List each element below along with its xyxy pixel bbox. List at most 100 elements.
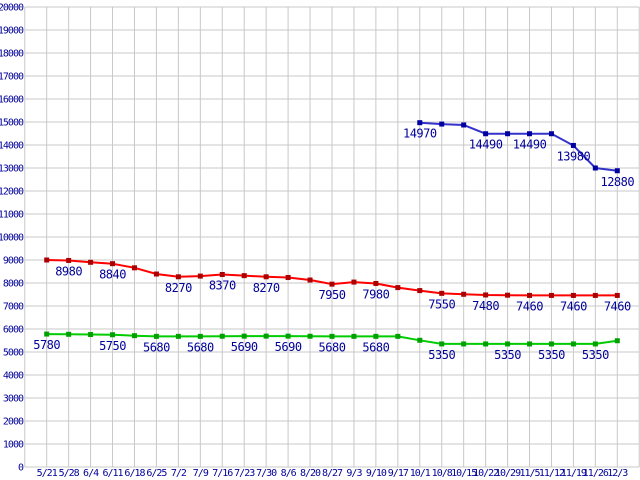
x-tick-label: 10/22: [473, 468, 499, 479]
series-red-point-label: 8270: [165, 281, 192, 295]
y-tick-label: 1000: [3, 440, 24, 451]
series-red-marker: [153, 271, 159, 277]
x-tick-label: 11/5: [519, 468, 540, 479]
x-tick-label: 7/2: [171, 468, 187, 479]
series-blue-marker: [592, 165, 598, 171]
series-red-marker: [373, 280, 379, 286]
series-red-point-label: 8980: [55, 264, 82, 278]
series-red-point-label: 8370: [209, 278, 236, 292]
series-green-point-label: 5350: [494, 348, 521, 362]
series-green-marker: [395, 333, 401, 339]
series-green-marker: [131, 333, 137, 339]
series-red-marker: [570, 292, 576, 298]
y-tick-label: 6000: [3, 325, 24, 336]
series-red-marker: [483, 292, 489, 298]
x-tick-label: 11/12: [539, 468, 565, 479]
series-green-marker: [439, 341, 445, 347]
series-blue-marker: [614, 168, 620, 174]
series-red-marker: [548, 292, 554, 298]
series-green-point-label: 5350: [428, 348, 455, 362]
x-tick-label: 10/15: [451, 468, 477, 479]
y-tick-label: 8000: [3, 279, 24, 290]
series-green-marker: [241, 333, 247, 339]
series-blue-point-label: 12880: [600, 175, 634, 189]
series-red-point-label: 7480: [472, 299, 499, 313]
y-tick-label: 12000: [0, 187, 24, 198]
series-blue-line: [419, 121, 618, 172]
series-green-marker: [461, 341, 467, 347]
y-tick-label: 17000: [0, 72, 24, 83]
series-red-marker: [285, 274, 291, 280]
x-tick-label: 11/26: [583, 468, 609, 479]
x-tick-label: 10/29: [495, 468, 521, 479]
y-tick-label: 13000: [0, 164, 24, 175]
series-red-marker: [461, 291, 467, 297]
series-green-marker: [373, 333, 379, 339]
series-green-marker: [307, 333, 313, 339]
series-red-marker: [263, 274, 269, 280]
x-tick-label: 5/21: [37, 468, 58, 479]
series-green-marker: [263, 333, 269, 339]
series-red-point-label: 7460: [516, 299, 543, 313]
series-blue-marker: [417, 120, 423, 126]
x-tick-label: 6/11: [102, 468, 123, 479]
y-tick-label: 5000: [3, 348, 24, 359]
series-green-point-label: 5750: [99, 339, 126, 353]
x-tick-label: 6/25: [146, 468, 167, 479]
x-tick-label: 5/28: [59, 468, 80, 479]
series-red-marker: [592, 292, 598, 298]
series-green-point-label: 5680: [362, 340, 389, 354]
series-green-marker: [110, 332, 116, 338]
x-tick-label: 10/8: [432, 468, 453, 479]
series-green-marker: [548, 341, 554, 347]
series-red-point-label: 8840: [99, 268, 126, 282]
y-tick-label: 4000: [3, 371, 24, 382]
series-red-marker: [197, 273, 203, 279]
x-tick-label: 12/3: [607, 468, 628, 479]
y-tick-label: 7000: [3, 302, 24, 313]
series-green-marker: [570, 341, 576, 347]
x-tick-label: 6/4: [83, 468, 99, 479]
series-red-point-label: 8270: [253, 281, 280, 295]
series-red-marker: [417, 288, 423, 294]
y-tick-label: 11000: [0, 210, 24, 221]
series-red-marker: [175, 274, 181, 280]
series-red-marker: [329, 281, 335, 287]
series-green-marker: [153, 333, 159, 339]
series-red-marker: [44, 257, 50, 263]
y-tick-label: 10000: [0, 233, 24, 244]
series-blue-point-label: 14970: [403, 127, 437, 141]
series-green-point-label: 5690: [275, 340, 302, 354]
x-tick-label: 10/1: [410, 468, 431, 479]
x-tick-label: 8/20: [300, 468, 321, 479]
x-tick-label: 7/9: [193, 468, 209, 479]
series-green-marker: [351, 333, 357, 339]
series-green-marker: [592, 341, 598, 347]
series-red-point-label: 7550: [428, 297, 455, 311]
series-red-point-label: 7460: [604, 299, 631, 313]
x-tick-label: 8/27: [322, 468, 343, 479]
series-red-marker: [307, 277, 313, 283]
series-green-marker: [175, 333, 181, 339]
series-blue-marker: [527, 131, 533, 137]
y-tick-label: 3000: [3, 394, 24, 405]
series-red-marker: [351, 279, 357, 285]
x-tick-label: 7/30: [256, 468, 277, 479]
series-green-point-label: 5350: [538, 348, 565, 362]
x-tick-label: 7/16: [212, 468, 233, 479]
series-blue-marker: [505, 131, 511, 137]
series-red-marker: [219, 271, 225, 277]
series-blue-marker: [570, 142, 576, 148]
x-tick-label: 9/10: [366, 468, 387, 479]
x-tick-label: 8/6: [281, 468, 297, 479]
series-green-marker: [285, 333, 291, 339]
series-blue-point-label: 13980: [557, 149, 591, 163]
series-green-marker: [505, 341, 511, 347]
series-green-marker: [44, 331, 50, 337]
series-blue-marker: [483, 131, 489, 137]
series-red-marker: [614, 292, 620, 298]
series-green-point-label: 5680: [319, 340, 346, 354]
series-green-marker: [417, 337, 423, 343]
series-blue-marker: [461, 122, 467, 128]
series-green-point-label: 5690: [231, 340, 258, 354]
